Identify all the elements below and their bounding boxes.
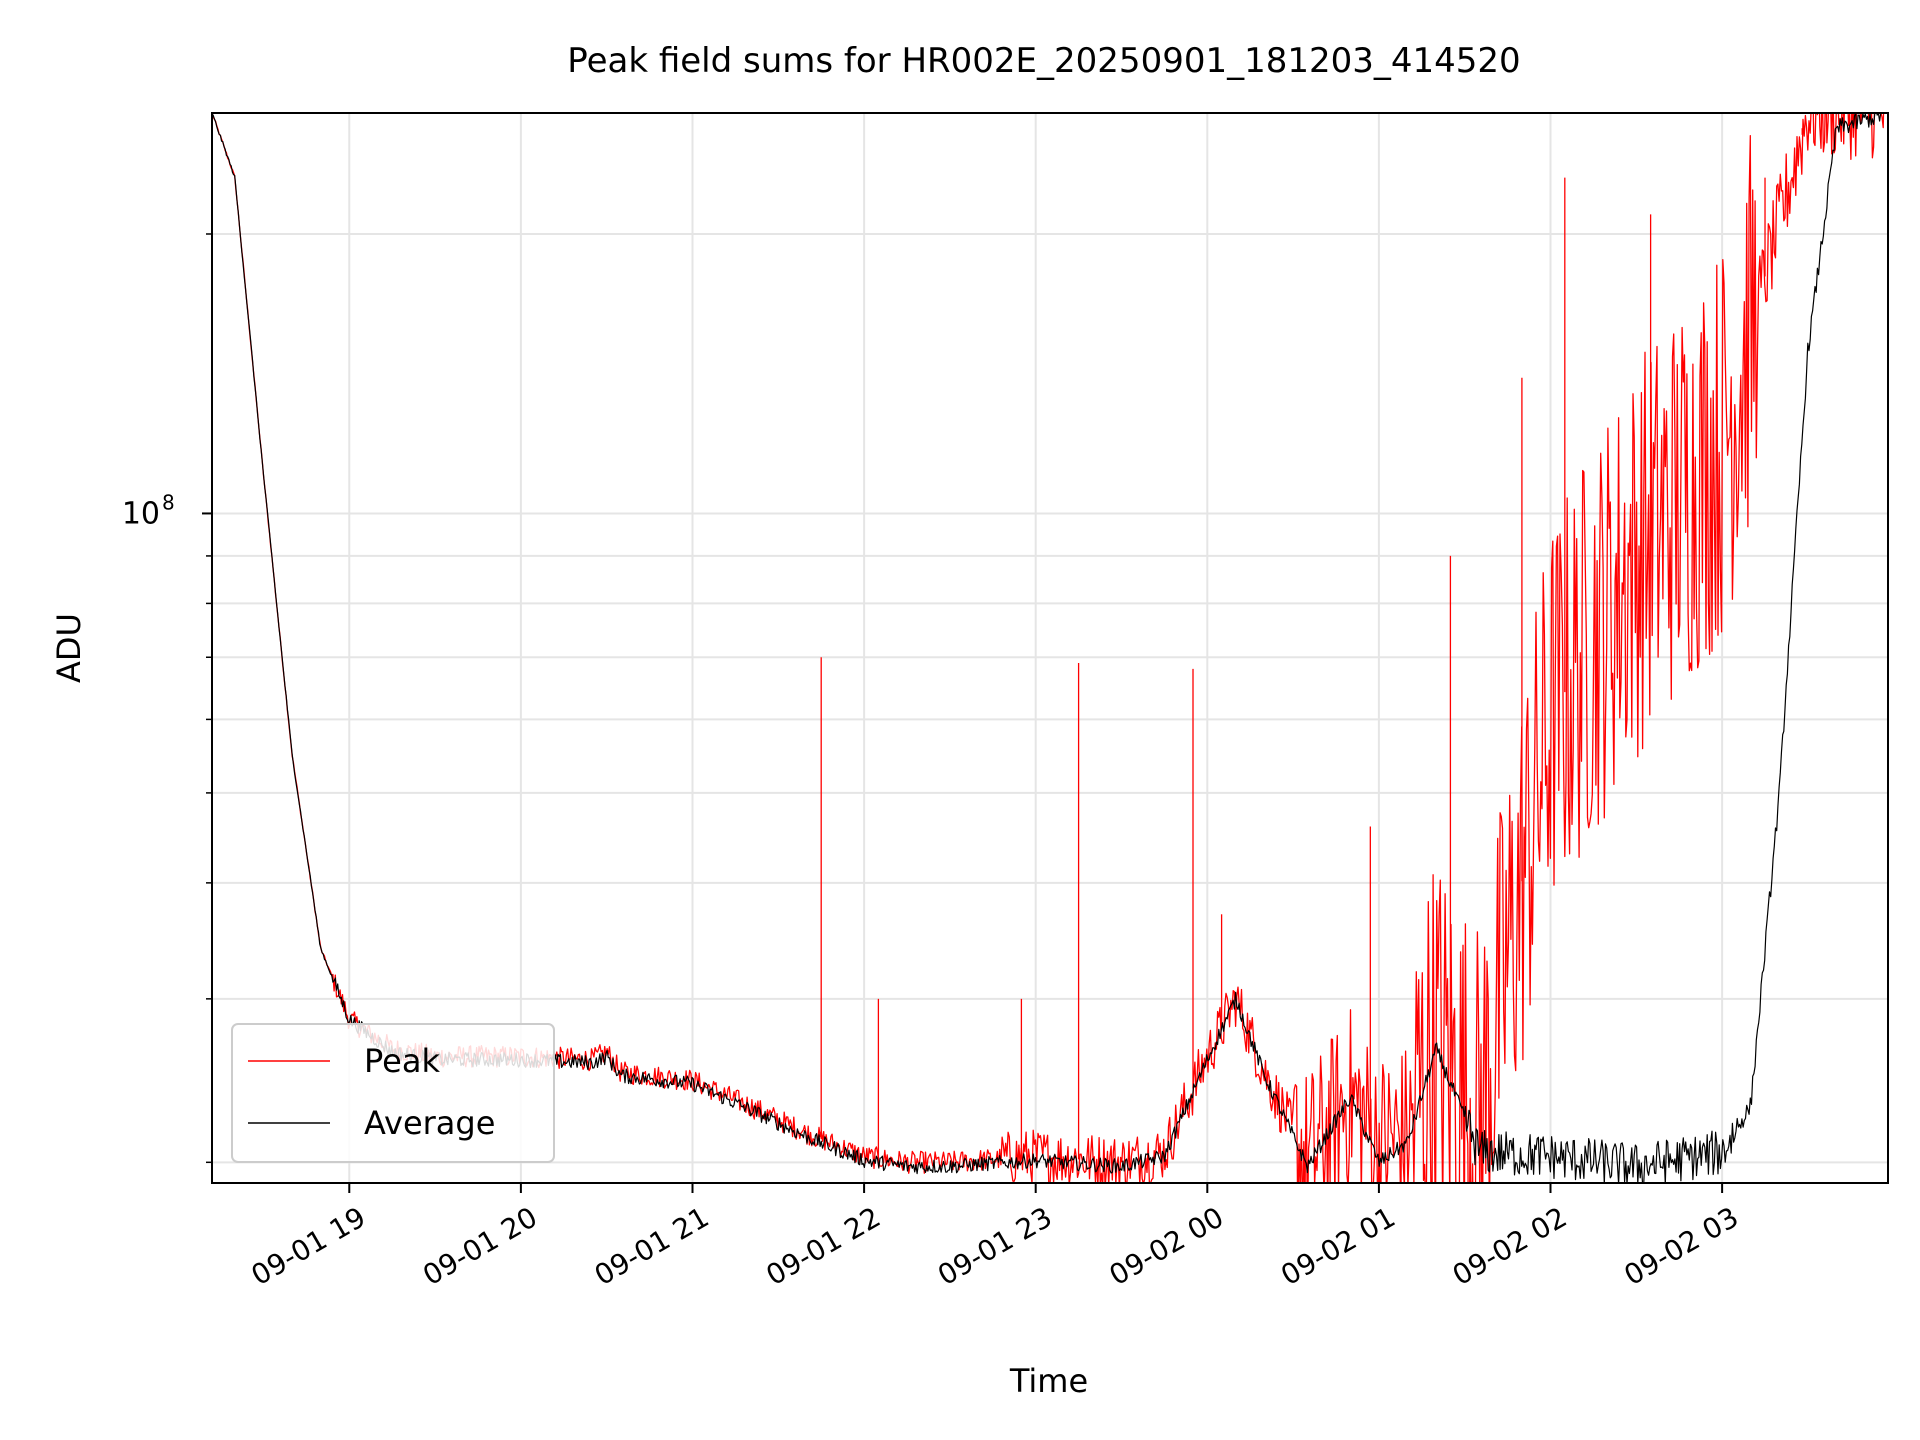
series-layer [212,113,1888,1183]
chart-title: Peak field sums for HR002E_20250901_1812… [567,41,1520,81]
y-axis-label: ADU [50,613,88,683]
plot-frame [211,112,1889,1184]
legend-label-peak: Peak [364,1042,440,1080]
y-tick-label: 10 [122,496,160,531]
legend-label-average: Average [364,1104,495,1142]
y-tick-label-exponent: 8 [162,490,175,514]
legend-box [231,1023,555,1163]
legend: Peak Average [231,1023,555,1163]
x-axis-label: Time [1009,1362,1088,1400]
y-axis-ticks: 10 8 [122,233,212,1164]
